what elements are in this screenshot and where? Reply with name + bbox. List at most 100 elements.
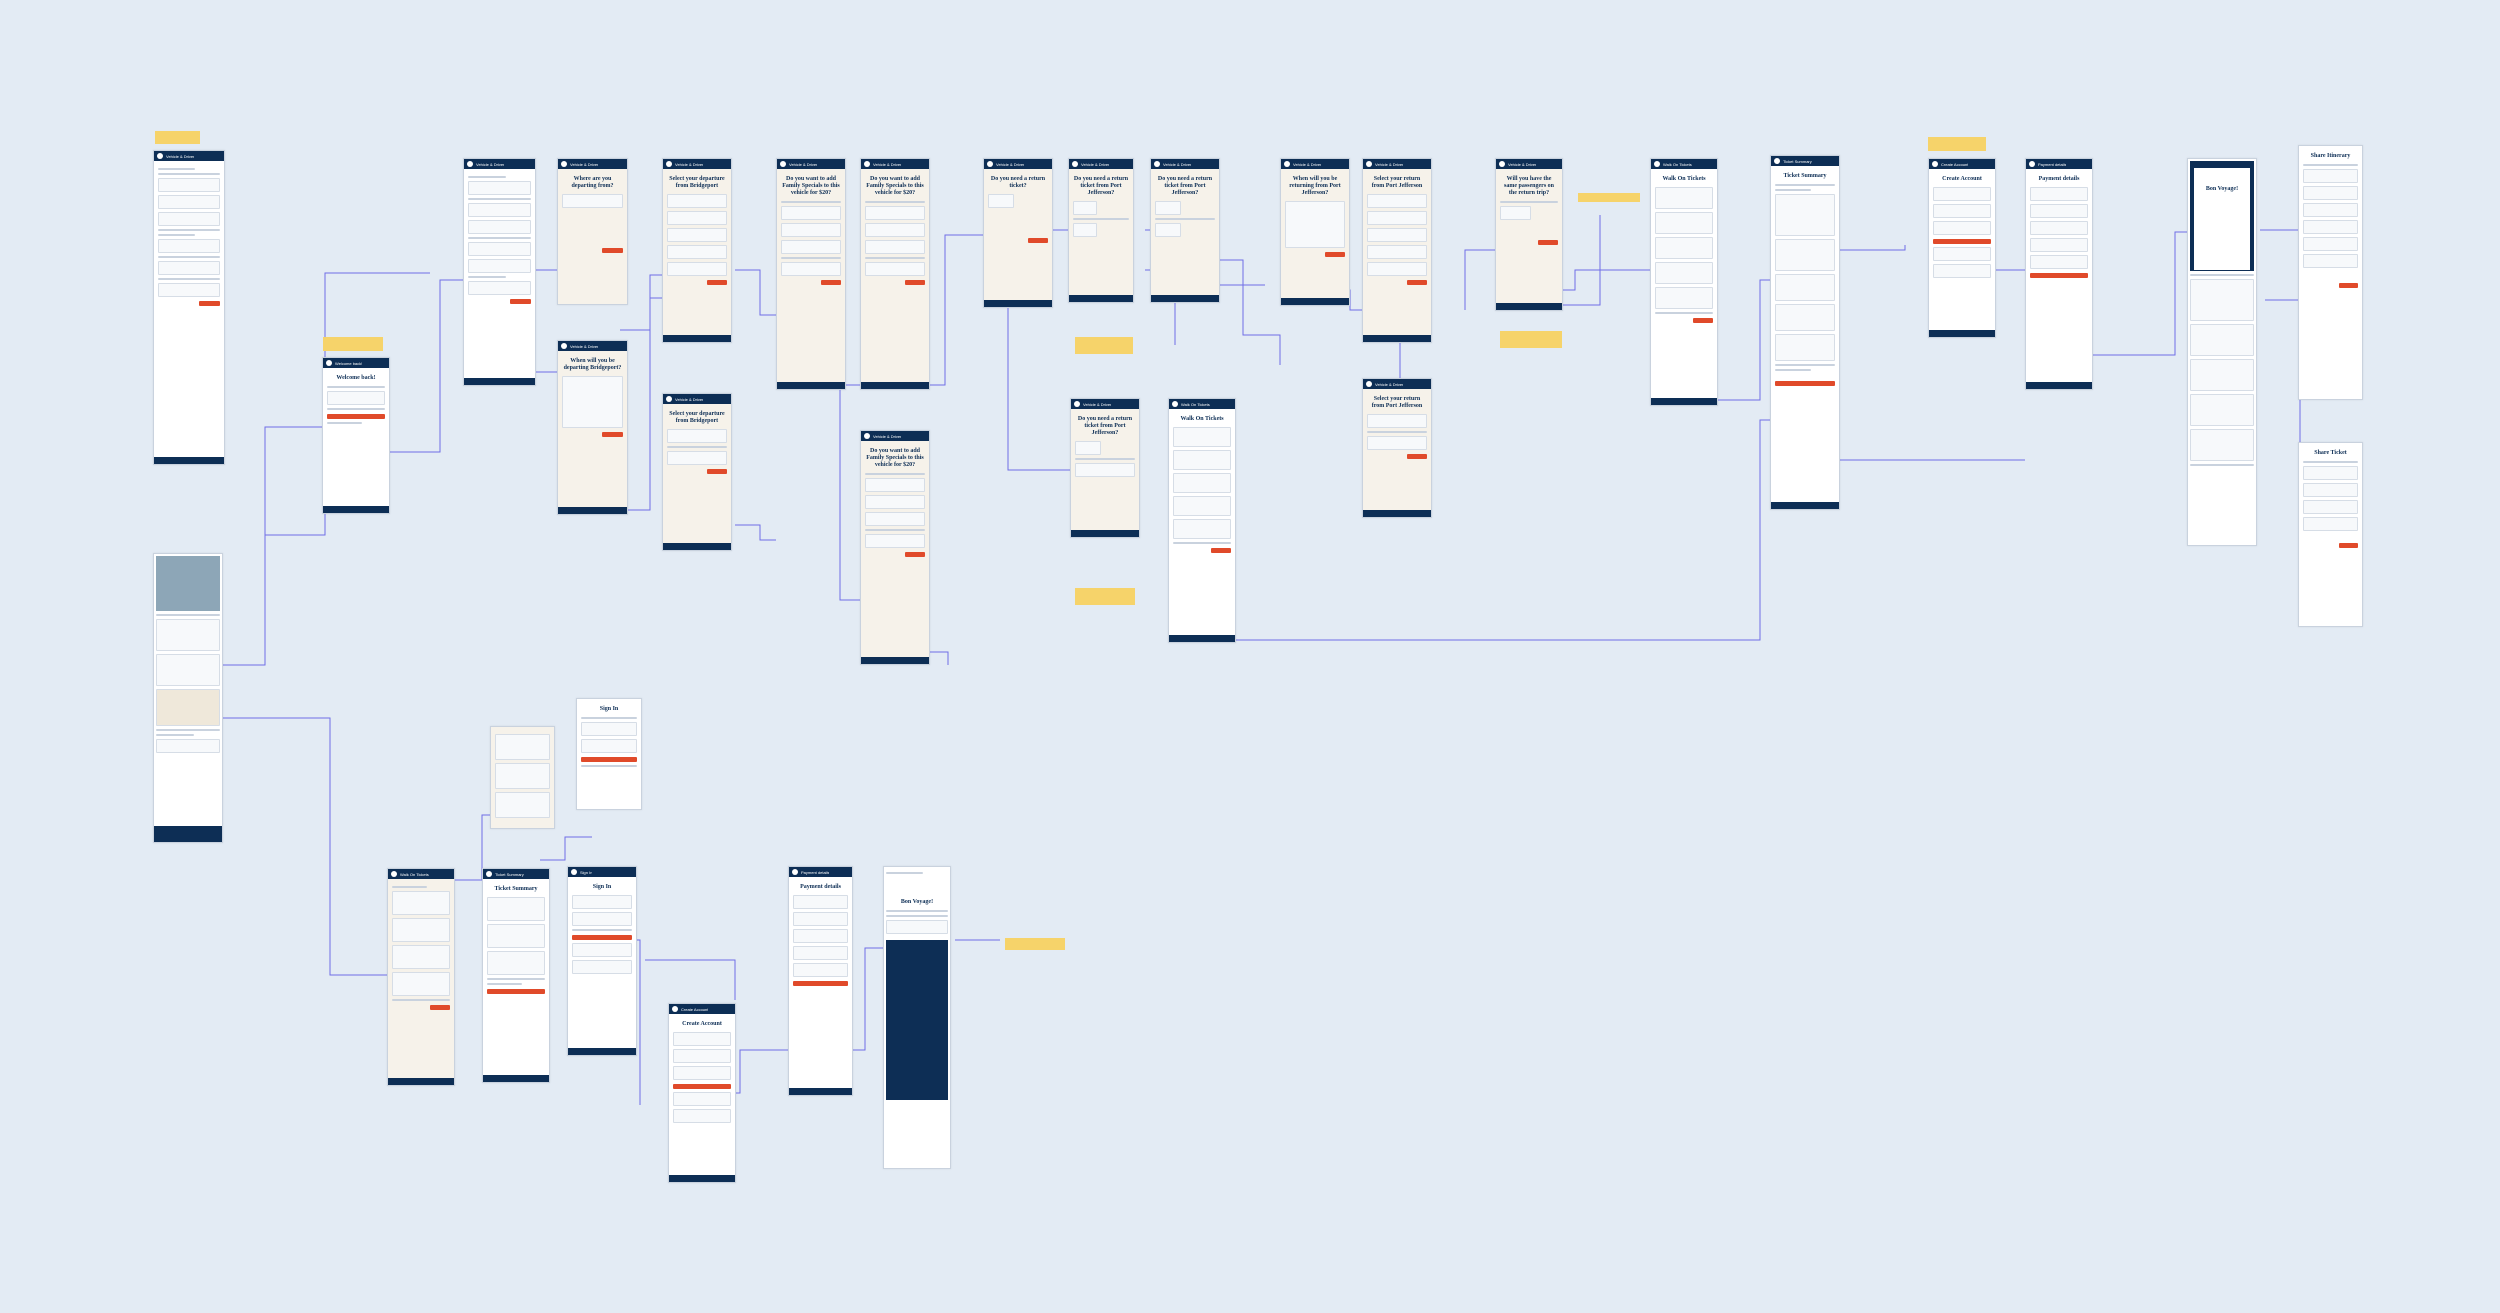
screen-add-family[interactable]: Vehicle & Driver Do you want to add Fami… <box>776 158 846 390</box>
screen-label: Vehicle & Driver <box>1293 161 1322 167</box>
sign-in-button[interactable] <box>581 756 637 762</box>
share-button[interactable] <box>2339 282 2358 288</box>
screen-need-return-a[interactable]: Vehicle & Driver Do you need a return ti… <box>1068 158 1134 303</box>
screen-title: Create Account <box>1942 176 1982 182</box>
continue-button[interactable] <box>1406 279 1427 285</box>
share-button[interactable] <box>2339 542 2358 548</box>
screen-returning-when[interactable]: Vehicle & Driver When will you be return… <box>1280 158 1350 306</box>
screen-title: Sign In <box>592 884 612 890</box>
continue-button[interactable] <box>706 279 727 285</box>
continue-button[interactable] <box>1693 317 1713 323</box>
screen-need-return[interactable]: Vehicle & Driver Do you need a return ti… <box>983 158 1053 308</box>
app-header: Ticket Summary <box>1771 156 1839 166</box>
continue-button[interactable] <box>1406 453 1427 459</box>
screen-walk-on-tickets[interactable]: Walk On Tickets Walk On Tickets <box>1168 398 1236 643</box>
app-header: Vehicle & Driver <box>154 151 224 161</box>
screen-return-time-2[interactable]: Vehicle & Driver Select your return from… <box>1362 378 1432 518</box>
screen-title: Payment details <box>800 884 841 890</box>
app-header: Vehicle & Driver <box>984 159 1052 169</box>
screen-need-return-c[interactable]: Vehicle & Driver Do you need a return ti… <box>1070 398 1140 538</box>
continue-button[interactable] <box>198 301 220 306</box>
screen-need-return-b[interactable]: Vehicle & Driver Do you need a return ti… <box>1150 158 1220 303</box>
screen-add-family-2[interactable]: Vehicle & Driver Do you want to add Fami… <box>860 158 930 390</box>
continue-button[interactable] <box>904 551 925 557</box>
screen-title: When will you be departing Bridgeport? <box>563 358 622 371</box>
screen-home[interactable] <box>153 553 223 843</box>
screen-label: Vehicle & Driver <box>675 396 704 402</box>
hero-image <box>156 556 220 611</box>
footer <box>464 378 535 385</box>
checkout-button[interactable] <box>1775 380 1835 386</box>
screen-bon-voyage[interactable]: Bon Voyage! <box>2187 158 2257 546</box>
app-header: Create Account <box>669 1004 735 1014</box>
footer <box>568 1048 636 1055</box>
pay-button[interactable] <box>793 980 848 986</box>
continue-button[interactable] <box>509 299 531 304</box>
screen-depart-time-2[interactable]: Vehicle & Driver Select your departure f… <box>662 393 732 551</box>
screen-sign-in-b[interactable]: Sign In Sign In <box>567 866 637 1056</box>
logo-icon <box>1074 401 1080 407</box>
app-header: Payment details <box>2026 159 2092 169</box>
screen-vehicle-driver-home[interactable]: Vehicle & Driver <box>153 150 225 465</box>
screen-payment-b[interactable]: Payment details Payment details <box>788 866 853 1096</box>
screen-depart-from[interactable]: Vehicle & Driver Where are you departing… <box>557 158 628 305</box>
app-header: Vehicle & Driver <box>1496 159 1562 169</box>
connector <box>220 717 387 976</box>
sticky-note <box>323 337 383 351</box>
continue-button[interactable] <box>602 431 623 437</box>
continue-button[interactable] <box>706 468 727 474</box>
continue-button[interactable] <box>430 1005 450 1010</box>
screen-bon-voyage-b[interactable]: Bon Voyage! <box>883 866 951 1169</box>
screen-title: Do you want to add Family Specials to th… <box>866 448 924 468</box>
screen-label: Vehicle & Driver <box>570 343 599 349</box>
footer <box>154 826 222 842</box>
continue-button[interactable] <box>820 279 841 285</box>
continue-button[interactable] <box>1211 547 1231 553</box>
continue-button[interactable] <box>1027 237 1048 243</box>
connector <box>2260 229 2301 320</box>
screen-create-account-b[interactable]: Create Account Create Account <box>668 1003 736 1183</box>
screen-vehicle-details[interactable]: Vehicle & Driver <box>463 158 536 386</box>
pay-button[interactable] <box>2030 272 2088 278</box>
app-header: Welcome back! <box>323 358 389 368</box>
continue-button[interactable] <box>1538 239 1558 245</box>
footer <box>1281 298 1349 305</box>
screen-share-ticket[interactable]: Share Ticket <box>2298 442 2363 627</box>
screen-title: Share Itinerary <box>2310 153 2351 159</box>
footer <box>1363 510 1431 517</box>
screen-share-itinerary[interactable]: Share Itinerary <box>2298 145 2363 400</box>
screen-ticket-summary-b[interactable]: Ticket Summary Ticket Summary <box>482 868 550 1083</box>
screen-walk-on-tickets-b[interactable]: Walk On Tickets <box>387 868 455 1086</box>
continue-button[interactable] <box>1324 251 1345 257</box>
app-header: Vehicle & Driver <box>663 394 731 404</box>
screen-return-time[interactable]: Vehicle & Driver Select your return from… <box>1362 158 1432 343</box>
screen-label: Walk On Tickets <box>400 871 429 877</box>
create-account-button[interactable] <box>1933 238 1991 244</box>
screen-ticket-summary[interactable]: Ticket Summary Ticket Summary <box>1770 155 1840 510</box>
footer <box>861 382 929 389</box>
screen-welcome-back[interactable]: Welcome back! Welcome back! <box>322 357 390 514</box>
screen-sign-in[interactable]: Sign In <box>576 698 642 810</box>
sign-in-button[interactable] <box>572 934 632 940</box>
screen-payment[interactable]: Payment details Payment details <box>2025 158 2093 390</box>
create-account-button[interactable] <box>673 1083 731 1089</box>
screen-same-passengers[interactable]: Vehicle & Driver Will you have the same … <box>1495 158 1563 311</box>
screen-label: Payment details <box>801 869 830 875</box>
calendar[interactable] <box>1285 200 1345 248</box>
screen-add-family-3[interactable]: Vehicle & Driver Do you want to add Fami… <box>860 430 930 665</box>
continue-button[interactable] <box>904 279 925 285</box>
screen-depart-when[interactable]: Vehicle & Driver When will you be depart… <box>557 340 628 515</box>
screen-label: Payment details <box>2038 161 2067 167</box>
screen-ticket-small[interactable] <box>490 726 555 829</box>
sign-in-button[interactable] <box>327 413 385 419</box>
screen-walk-on-tickets-2[interactable]: Walk On Tickets Walk On Tickets <box>1650 158 1718 406</box>
continue-button[interactable] <box>602 247 623 253</box>
calendar[interactable] <box>562 375 623 428</box>
app-header: Walk On Tickets <box>1651 159 1717 169</box>
connector <box>735 269 776 316</box>
checkout-button[interactable] <box>487 988 545 994</box>
screen-depart-time[interactable]: Vehicle & Driver Select your departure f… <box>662 158 732 343</box>
screen-create-account[interactable]: Create Account Create Account <box>1928 158 1996 338</box>
footer <box>1363 335 1431 342</box>
logo-icon <box>792 869 798 875</box>
